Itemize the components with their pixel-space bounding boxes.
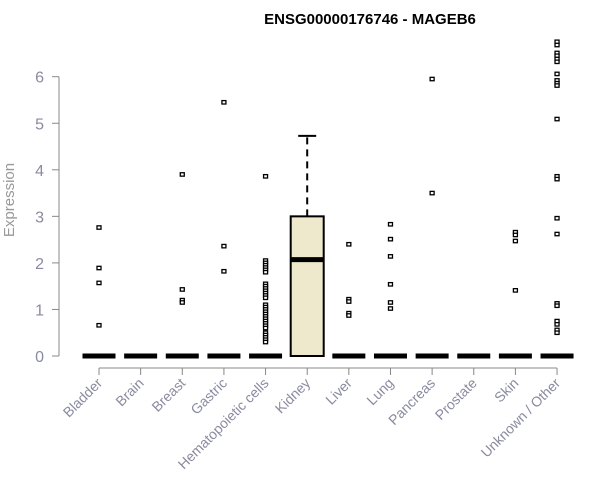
outlier-point [96,265,102,271]
outlier-point [554,215,560,221]
outlier-point [221,243,227,249]
box-gastric [207,99,241,359]
outlier-point [512,288,519,293]
outlier-point [262,269,269,275]
x-tick-label: Kidney [272,375,314,417]
x-tick-label: Skin [491,375,522,406]
box-bladder [82,225,116,359]
outlier-point [387,236,394,242]
outlier-point [554,116,560,122]
x-tick-label: Bladder [60,375,106,421]
outlier-point [221,99,227,105]
outlier-point [262,295,269,301]
box-unknown-other [540,39,574,359]
x-tick-label: Lung [363,375,396,408]
y-tick-label: 4 [35,163,44,180]
chart-title: ENSG00000176746 - MAGEB6 [264,11,476,28]
boxes [82,39,574,359]
box-hematopoietic-cells [249,173,283,359]
box-iqr [289,215,325,357]
outlier-point [96,280,102,286]
outlier-point [554,59,560,65]
outlier-point [179,172,185,177]
outlier-point [387,300,394,305]
outlier-point [512,232,519,238]
box-kidney [289,134,325,357]
box-pancreas [415,76,449,359]
outlier-point [554,330,560,336]
x-tick-label: Unknown / Other [478,375,564,461]
outlier-point [554,231,560,237]
outlier-point [429,190,435,196]
outlier-point [96,225,102,230]
outlier-point [387,306,394,311]
x-tick-label: Prostate [432,375,480,423]
outlier-point [221,268,227,274]
y-tick-label: 3 [35,209,44,226]
outlier-point [346,241,352,247]
outlier-point [179,287,185,292]
y-tick-label: 1 [35,302,44,319]
x-tick-label: Brain [112,375,146,409]
outlier-point [387,254,394,259]
outlier-point [387,221,394,227]
outlier-point [96,322,102,328]
box-lung [373,221,407,359]
outlier-point [554,83,560,88]
box-breast [165,172,199,359]
outlier-point [387,281,394,287]
y-tick-label: 6 [35,70,44,87]
outlier-point [554,303,560,309]
y-tick-label: 5 [35,116,44,133]
x-tick-label: Breast [148,375,188,415]
outlier-point [512,238,519,244]
outlier-point [346,313,352,318]
outlier-point [262,339,269,345]
outlier-point [179,300,185,305]
outlier-point [554,42,560,48]
outlier-point [554,176,560,182]
outlier-point [262,325,269,331]
box-liver [332,241,366,359]
outlier-point [554,71,560,77]
outlier-point [554,321,560,327]
y-axis-label: Expression [1,163,18,237]
y-tick-label: 0 [35,349,44,366]
outlier-point [262,173,269,179]
outlier-point [429,76,435,82]
y-tick-label: 2 [35,256,44,273]
x-tick-label: Liver [322,375,355,408]
box-skin [498,229,532,359]
y-axis: 0 1 2 3 4 5 6 [35,70,60,366]
outlier-point [346,299,352,304]
